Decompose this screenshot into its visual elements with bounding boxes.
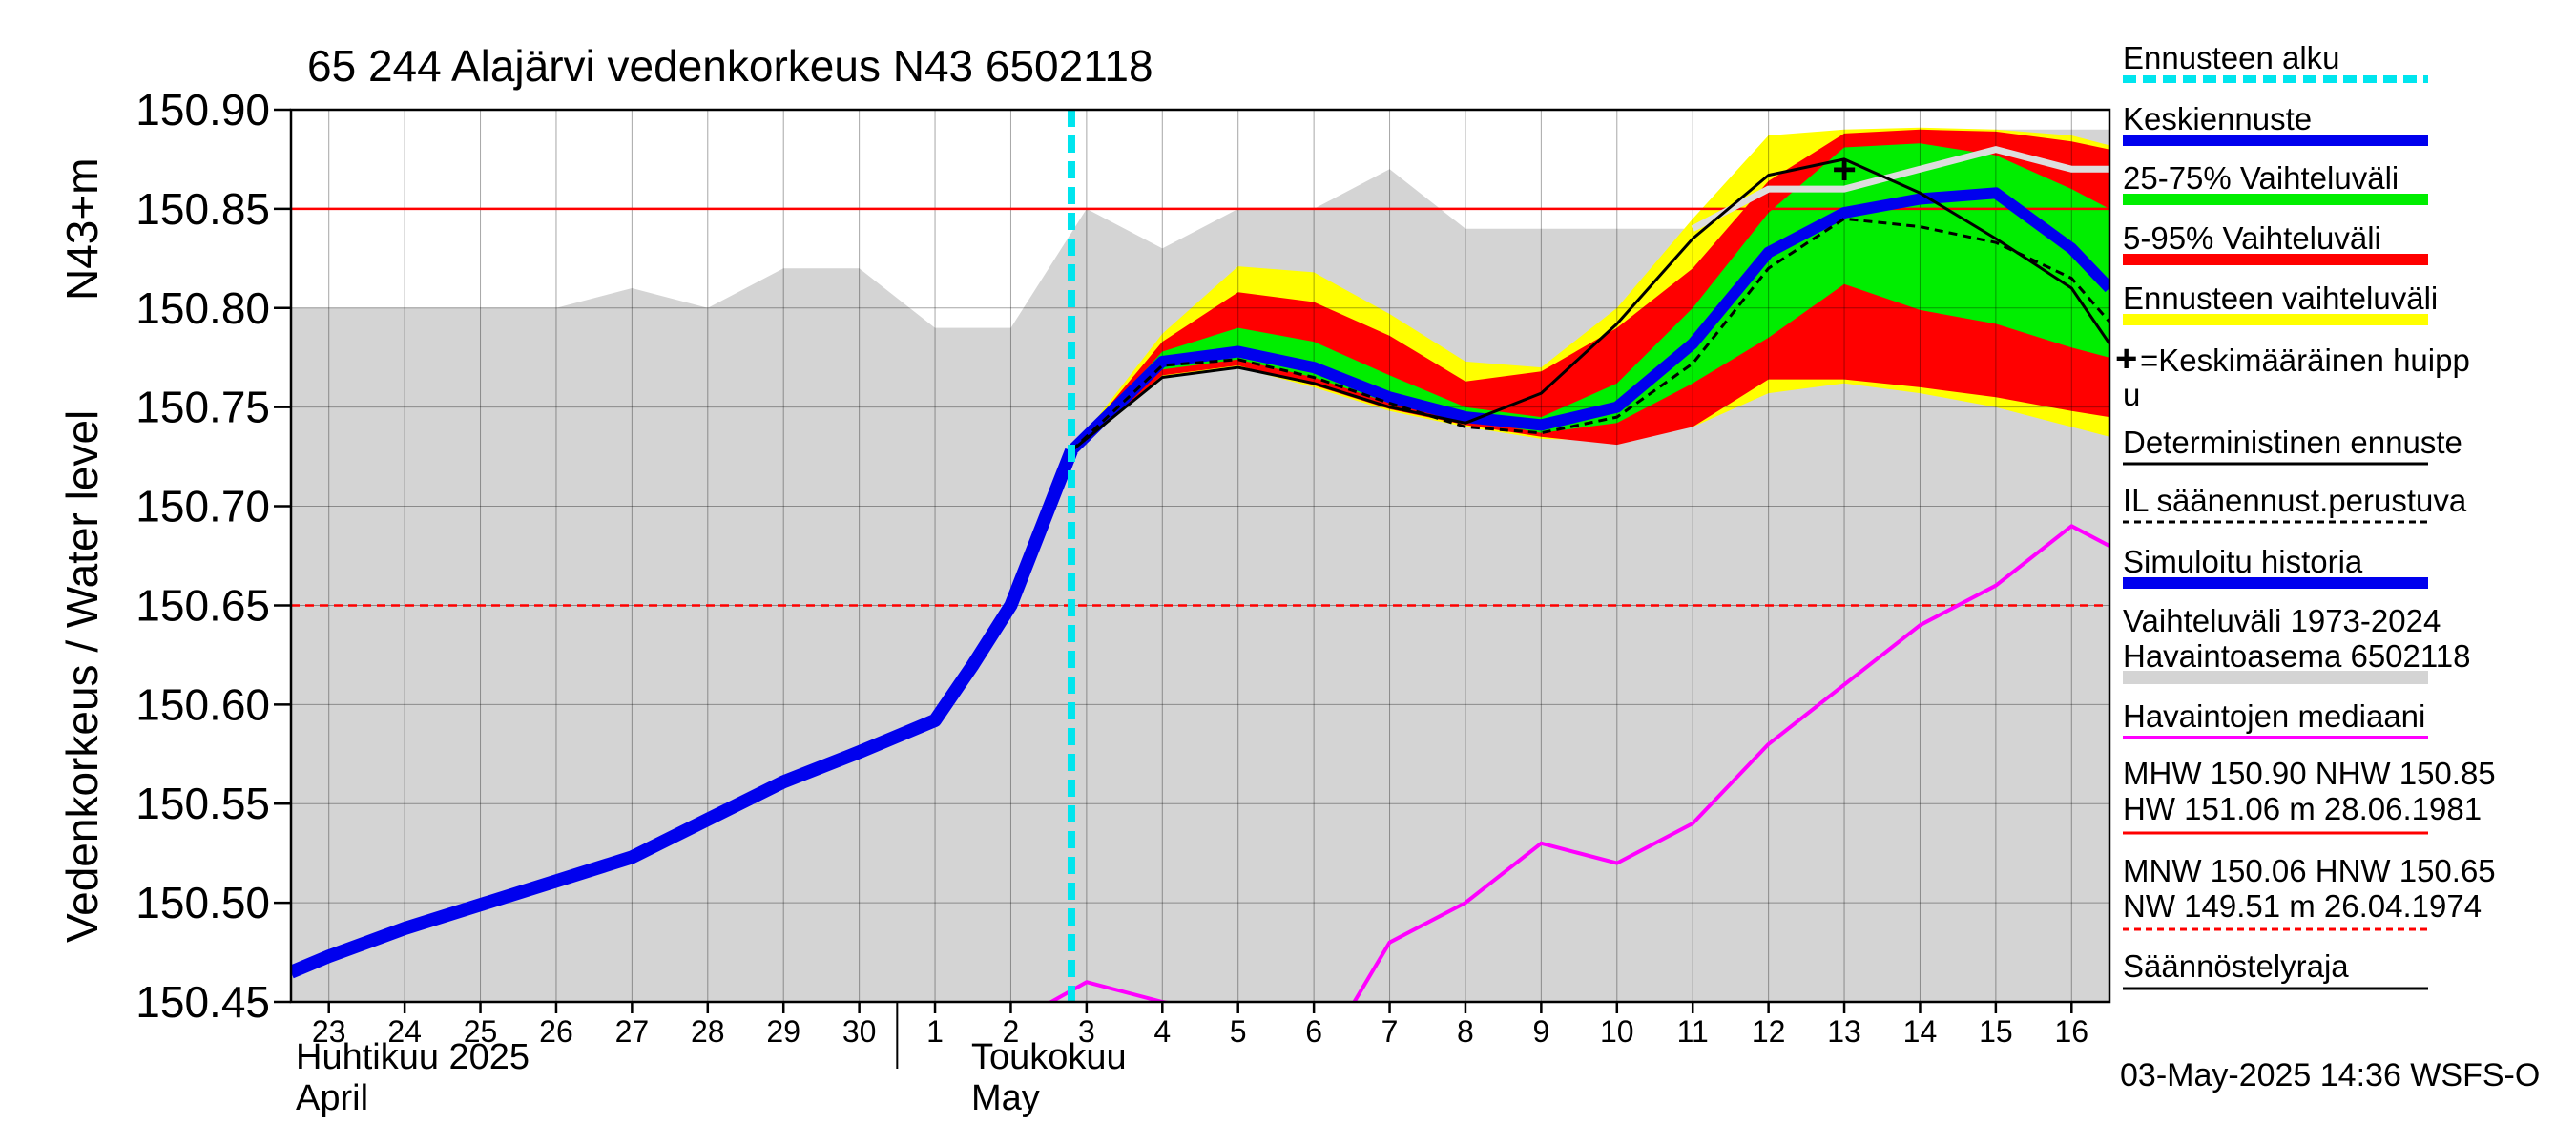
legend-item: IL säänennust.perustuva <box>2123 483 2467 524</box>
legend-item: 25-75% Vaihteluväli <box>2123 160 2428 205</box>
y-tick-label: 150.60 <box>135 679 270 729</box>
x-tick-label: 5 <box>1230 1014 1247 1049</box>
observation-median-line <box>1047 524 2109 1002</box>
legend-item: 5-95% Vaihteluväli <box>2123 220 2428 265</box>
x-tick-label: 7 <box>1381 1014 1399 1049</box>
legend-label: Simuloitu historia <box>2123 544 2363 579</box>
legend-item: Havaintojen mediaani <box>2123 698 2428 739</box>
simulated-history-line <box>291 448 1078 979</box>
x-tick-label: 11 <box>1677 1014 1709 1049</box>
x-tick-label: 28 <box>691 1014 725 1049</box>
y-tick-label: 150.85 <box>135 184 270 234</box>
y-axis-unit-label: N43+m <box>57 157 107 301</box>
x-tick-label: 8 <box>1457 1014 1474 1049</box>
x-tick-label: 3 <box>1078 1014 1095 1049</box>
legend-label-line2: u <box>2123 377 2140 412</box>
x-tick-label: 16 <box>2054 1014 2088 1049</box>
legend-label: Vaihteluväli 1973-2024 <box>2123 603 2441 638</box>
y-axis-label: Vedenkorkeus / Water level <box>57 410 107 943</box>
x-tick-label: 24 <box>387 1014 422 1049</box>
month-label-april-en: April <box>296 1078 368 1118</box>
plot-area: + <box>291 110 2109 1002</box>
y-tick-label: 150.45 <box>135 977 270 1027</box>
legend-item: Ennusteen vaihteluväli <box>2123 281 2438 325</box>
legend-label: Säännöstelyraja <box>2123 948 2349 984</box>
x-tick-label: 6 <box>1305 1014 1322 1049</box>
legend-item: Vaihteluväli 1973-2024 Havaintoasema 650… <box>2123 603 2470 684</box>
legend-label: Deterministinen ennuste <box>2123 425 2462 460</box>
x-tick-label: 27 <box>615 1014 650 1049</box>
y-tick-label: 150.65 <box>135 580 270 630</box>
legend-label: IL säänennust.perustuva <box>2123 483 2467 518</box>
chart-title: 65 244 Alajärvi vedenkorkeus N43 6502118 <box>307 41 1153 91</box>
legend-label: MHW 150.90 NHW 150.85 <box>2123 756 2496 791</box>
x-tick-label: 9 <box>1532 1014 1549 1049</box>
legend-item: Säännöstelyraja <box>2123 948 2428 990</box>
legend-label: Havaintojen mediaani <box>2123 698 2425 734</box>
legend-label-line2: NW 149.51 m 26.04.1974 <box>2123 888 2482 924</box>
legend-item: Keskiennuste <box>2123 101 2428 146</box>
legend-item: Simuloitu historia <box>2123 544 2428 589</box>
axes: 150.90 150.85 150.80 150.75 150.70 150.65 150.… <box>135 85 2111 1118</box>
y-tick-label: 150.55 <box>135 779 270 828</box>
x-tick-label: 15 <box>1979 1014 2013 1049</box>
deterministic-forecast-line <box>1070 157 2109 452</box>
x-tick-label: 4 <box>1153 1014 1171 1049</box>
x-tick-label: 25 <box>464 1014 498 1049</box>
y-tick-label: 150.80 <box>135 283 270 333</box>
x-tick-label: 29 <box>766 1014 800 1049</box>
month-label-may-en: May <box>971 1078 1040 1118</box>
legend-label: Ennusteen vaihteluväli <box>2123 281 2438 316</box>
legend: Ennusteen alku Keskiennuste 25-75% Vaihtel… <box>2115 40 2496 990</box>
mean-peak-marker: + <box>1832 146 1857 193</box>
legend-item: Ennusteen alku <box>2123 40 2428 83</box>
month-label-may-fi: Toukokuu <box>971 1037 1127 1077</box>
legend-label-line2: Havaintoasema 6502118 <box>2123 638 2470 674</box>
legend-label-line2: HW 151.06 m 28.06.1981 <box>2123 791 2482 826</box>
x-tick-label: 1 <box>926 1014 944 1049</box>
y-tick-label: 150.75 <box>135 383 270 432</box>
y-tick-label: 150.50 <box>135 878 270 927</box>
legend-label: Keskiennuste <box>2123 101 2312 136</box>
plot-frame <box>289 108 2111 1004</box>
legend-peak-symbol: + <box>2115 338 2137 380</box>
legend-label: Ennusteen alku <box>2123 40 2340 75</box>
y-tick-label: 150.90 <box>135 85 270 135</box>
x-tick-label: 26 <box>539 1014 573 1049</box>
x-tick-label: 14 <box>1903 1014 1938 1049</box>
x-tick-label: 23 <box>312 1014 346 1049</box>
mean-forecast-line <box>1067 187 2109 455</box>
timestamp-label: 03-May-2025 14:36 WSFS-O <box>2120 1057 2540 1093</box>
legend-label: MNW 150.06 HNW 150.65 <box>2123 853 2496 888</box>
il-weather-forecast-line <box>1070 217 2109 452</box>
x-tick-label: 30 <box>842 1014 877 1049</box>
legend-label: 25-75% Vaihteluväli <box>2123 160 2399 196</box>
x-tick-label: 2 <box>1003 1014 1020 1049</box>
legend-item: Deterministinen ennuste <box>2123 425 2462 466</box>
month-label-april-fi: Huhtikuu 2025 <box>296 1037 530 1077</box>
legend-label: 5-95% Vaihteluväli <box>2123 220 2381 256</box>
x-tick-label: 13 <box>1827 1014 1861 1049</box>
x-tick-label: 12 <box>1752 1014 1786 1049</box>
observation-station-line <box>1691 146 2109 232</box>
y-tick-label: 150.70 <box>135 482 270 531</box>
x-tick-label: 10 <box>1600 1014 1634 1049</box>
legend-label: =Keskimääräinen huipp <box>2140 343 2470 378</box>
